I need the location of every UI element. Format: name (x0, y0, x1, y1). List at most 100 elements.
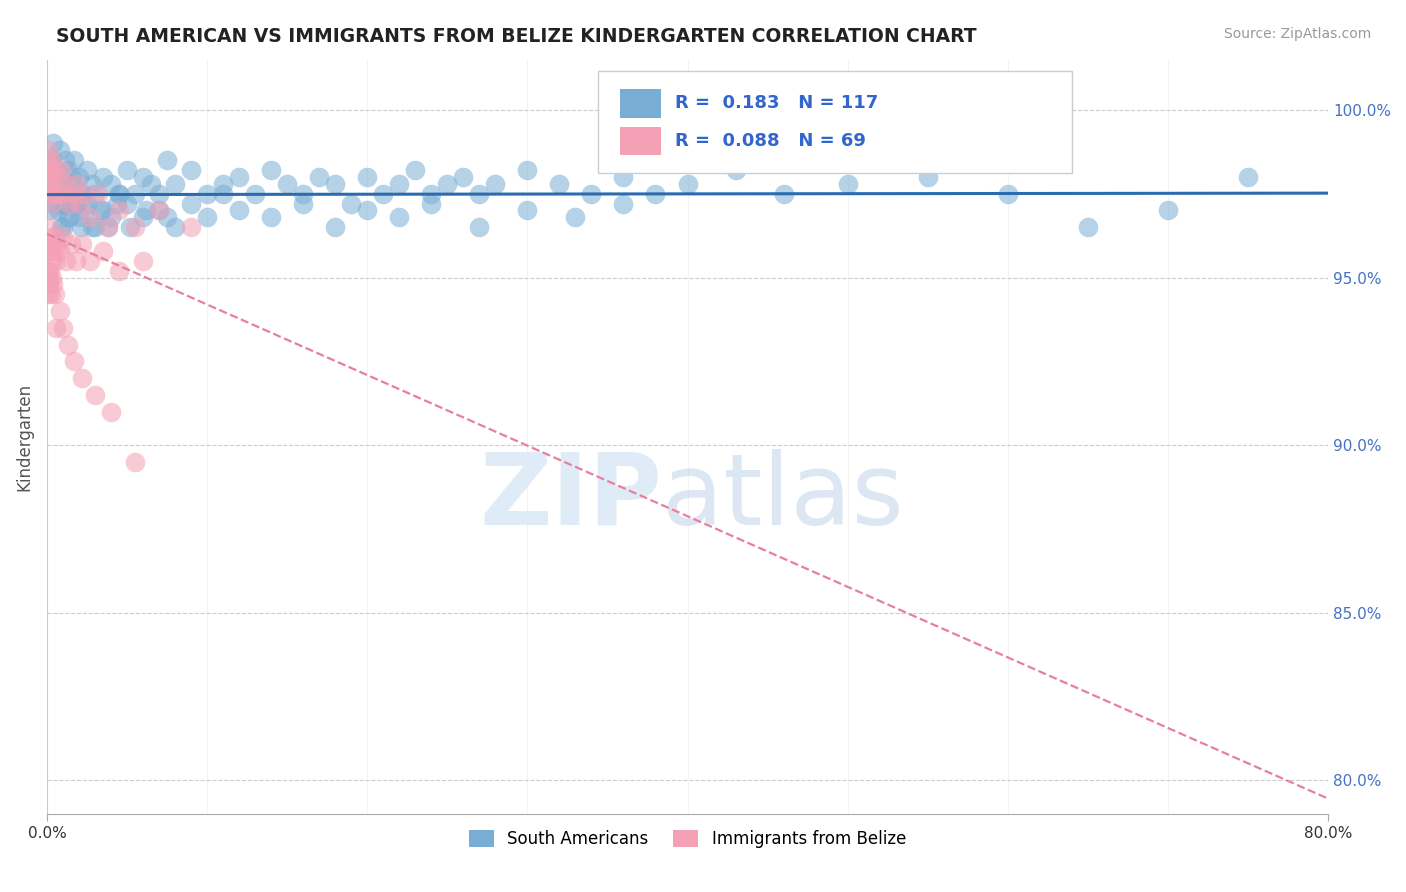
Point (228, 203, 250, 218)
Text: atlas: atlas (662, 449, 904, 546)
Point (108, 186, 131, 201)
Point (48, 244, 70, 258)
Point (45, 186, 67, 201)
Point (70, 186, 93, 201)
Point (243, 186, 266, 201)
Point (38, 220, 60, 235)
Point (37, 163, 59, 178)
Point (73, 186, 96, 201)
Point (228, 169, 250, 184)
Point (38, 277, 60, 292)
Point (163, 177, 186, 191)
Point (38, 270, 60, 285)
Point (48, 186, 70, 201)
Point (292, 186, 315, 201)
Point (1077, 220, 1099, 235)
Point (195, 210, 218, 224)
Point (132, 169, 155, 184)
Point (58, 196, 80, 211)
Point (180, 163, 202, 178)
Point (52, 230, 75, 244)
Point (41, 186, 63, 201)
Point (38, 186, 60, 201)
Point (80, 220, 103, 235)
Point (356, 203, 378, 218)
Text: Source: ZipAtlas.com: Source: ZipAtlas.com (1223, 27, 1371, 41)
Point (260, 210, 283, 224)
Point (56, 163, 79, 178)
Point (163, 220, 186, 235)
Text: R =  0.183   N = 117: R = 0.183 N = 117 (675, 95, 877, 112)
Point (91, 244, 114, 258)
Point (52, 186, 75, 201)
Point (65, 253, 87, 268)
Point (38, 186, 60, 201)
Point (453, 169, 475, 184)
Point (79, 253, 101, 268)
Point (564, 210, 586, 224)
Point (41, 237, 63, 252)
Point (52, 320, 75, 334)
Point (148, 186, 170, 201)
Point (41, 253, 63, 268)
Point (404, 163, 426, 178)
Point (55, 177, 77, 191)
Point (124, 186, 146, 201)
Point (581, 186, 603, 201)
Point (59, 186, 82, 201)
Point (42, 244, 65, 258)
Point (51, 220, 73, 235)
Point (39, 230, 62, 244)
Point (53, 196, 76, 211)
Bar (620, 89, 661, 118)
Point (62, 177, 84, 191)
Point (724, 163, 747, 178)
Point (84, 186, 107, 201)
Point (388, 177, 411, 191)
Point (276, 177, 298, 191)
Point (44, 230, 66, 244)
Point (132, 210, 155, 224)
Point (63, 153, 86, 168)
Point (292, 196, 315, 211)
Point (837, 177, 859, 191)
Point (62, 186, 84, 201)
Point (46, 237, 69, 252)
Point (644, 186, 666, 201)
Point (62, 186, 84, 201)
Point (55, 196, 77, 211)
Point (516, 163, 538, 178)
Point (45, 163, 67, 178)
Point (58, 210, 80, 224)
Point (420, 186, 443, 201)
Point (676, 177, 699, 191)
Point (39, 203, 62, 218)
Point (612, 196, 634, 211)
Point (39, 264, 62, 278)
Point (1157, 203, 1180, 218)
Point (139, 177, 162, 191)
Point (41, 186, 63, 201)
Point (148, 203, 170, 218)
Point (97, 220, 120, 235)
Point (38, 153, 60, 168)
Point (195, 186, 218, 201)
Point (37, 287, 59, 301)
Point (51, 169, 73, 184)
Point (115, 163, 138, 178)
Point (156, 153, 179, 168)
Point (436, 177, 458, 191)
Point (48, 304, 70, 318)
Point (79, 210, 101, 224)
Point (41, 196, 63, 211)
Point (75, 203, 97, 218)
Point (180, 196, 202, 211)
Point (46, 186, 69, 201)
Point (84, 220, 107, 235)
Point (37, 153, 59, 168)
Point (135, 203, 157, 218)
Point (41, 169, 63, 184)
Text: SOUTH AMERICAN VS IMMIGRANTS FROM BELIZE KINDERGARTEN CORRELATION CHART: SOUTH AMERICAN VS IMMIGRANTS FROM BELIZE… (56, 27, 977, 45)
Point (97, 220, 120, 235)
Point (37, 237, 59, 252)
